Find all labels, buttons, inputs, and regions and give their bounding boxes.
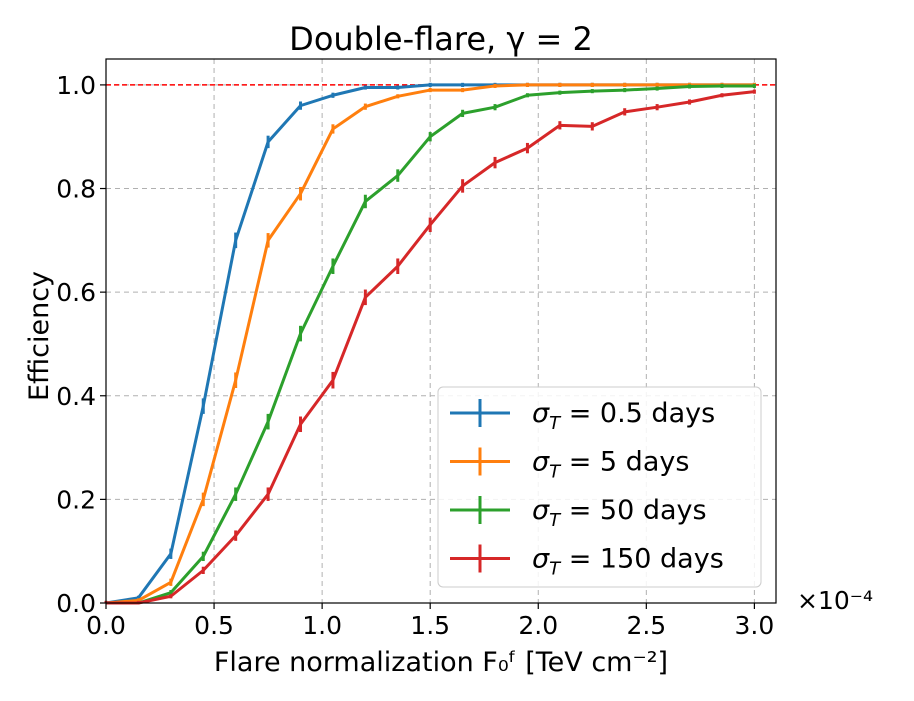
series-2 [104, 83, 756, 605]
x-tick-label: 0.5 [194, 611, 234, 640]
x-tick-label: 2.0 [518, 611, 558, 640]
y-tick-label: 0.8 [56, 175, 96, 204]
x-tick-label: 1.0 [302, 611, 342, 640]
y-tick-label: 1.0 [56, 71, 96, 100]
legend-label: σT = 50 days [532, 495, 707, 531]
legend-box [437, 386, 762, 588]
legend-sigma: σ [532, 398, 550, 429]
legend-sigma-subscript: T [549, 559, 562, 580]
x-tick-label: 0.0 [86, 611, 126, 640]
tick-layer: 0.0 0.5 1.0 1.5 2.0 2.5 3.0 0.0 0.2 0.4 0.6 0.8 1.0 [56, 71, 774, 640]
legend-entry-2: σT = 50 days [450, 495, 707, 531]
legend-label: σT = 0.5 days [532, 398, 715, 434]
legend-label: σT = 5 days [532, 447, 689, 483]
series-3 [104, 89, 756, 605]
legend-value: = 150 days [560, 544, 724, 575]
legend-sigma-subscript: T [549, 413, 562, 434]
legend-entry-0: σT = 0.5 days [450, 398, 715, 434]
x-tick-label: 1.5 [410, 611, 450, 640]
x-axis-label: Flare normalization F₀ᶠ [TeV cm⁻²] [214, 647, 668, 678]
legend-value: = 50 days [560, 495, 706, 526]
y-tick-label: 0.6 [56, 278, 96, 307]
legend-sigma: σ [532, 447, 550, 478]
x-axis-scale-label: ×10⁻⁴ [797, 586, 873, 615]
legend-value: = 0.5 days [560, 398, 715, 429]
legend-sigma-subscript: T [549, 462, 562, 483]
y-axis-label: Efficiency [24, 271, 55, 401]
series-layer [104, 82, 756, 605]
x-tick-label: 2.5 [626, 611, 666, 640]
legend-value: = 5 days [560, 447, 689, 478]
y-tick-label: 0.2 [56, 485, 96, 514]
plot-frame [105, 58, 777, 604]
legend-sigma: σ [532, 544, 550, 575]
y-tick-label: 0.4 [56, 382, 96, 411]
legend-entry-3: σT = 150 days [450, 544, 724, 580]
legend-sigma-subscript: T [549, 510, 562, 531]
legend-label: σT = 150 days [532, 544, 724, 580]
x-tick-label: 3.0 [735, 611, 775, 640]
legend-entry-1: σT = 5 days [450, 447, 689, 483]
y-tick-label: 0.0 [56, 589, 96, 618]
legend-sigma: σ [532, 495, 550, 526]
chart-title: Double-flare, γ = 2 [289, 20, 593, 58]
